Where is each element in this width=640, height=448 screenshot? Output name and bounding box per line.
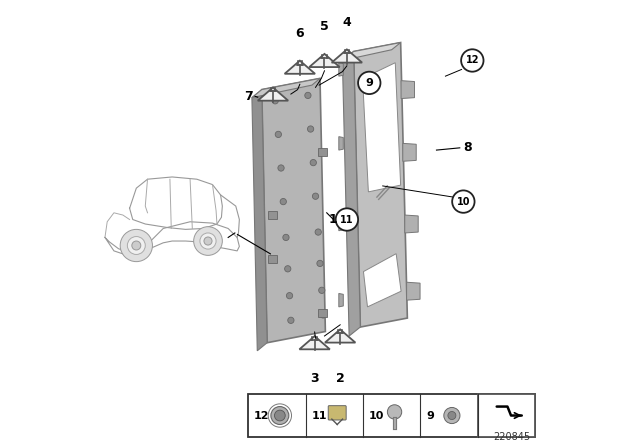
Circle shape [275,131,282,138]
Circle shape [310,159,316,166]
Circle shape [305,92,311,99]
Polygon shape [300,336,330,349]
Polygon shape [403,143,416,161]
Circle shape [120,229,152,262]
Circle shape [283,234,289,241]
Polygon shape [309,54,340,67]
Bar [477,394,535,437]
Circle shape [275,410,285,421]
Circle shape [315,229,321,235]
Polygon shape [401,81,415,99]
Circle shape [319,287,325,293]
Text: 220845: 220845 [493,432,531,442]
FancyBboxPatch shape [269,211,278,219]
Circle shape [461,49,484,72]
FancyBboxPatch shape [317,148,327,156]
Polygon shape [339,63,343,76]
Polygon shape [339,217,343,231]
Polygon shape [252,90,267,351]
Circle shape [320,312,326,318]
Text: 7: 7 [244,90,253,103]
Text: 11: 11 [312,410,327,421]
Polygon shape [258,87,288,101]
Circle shape [387,405,402,419]
Polygon shape [325,329,355,343]
Circle shape [287,293,292,299]
Text: 3: 3 [310,372,319,385]
Circle shape [278,165,284,171]
Circle shape [307,126,314,132]
Polygon shape [362,63,401,192]
Text: 10: 10 [456,197,470,207]
Text: 8: 8 [463,141,472,155]
Text: 9: 9 [365,78,373,88]
Text: 4: 4 [342,16,351,29]
FancyBboxPatch shape [317,309,327,317]
Circle shape [132,241,141,250]
Polygon shape [252,78,320,98]
Polygon shape [339,137,343,150]
Polygon shape [353,43,407,327]
Text: 2: 2 [336,372,344,385]
FancyBboxPatch shape [269,255,278,263]
Circle shape [204,237,212,245]
Text: 12: 12 [254,410,269,421]
FancyBboxPatch shape [328,406,346,420]
Polygon shape [285,60,315,74]
Circle shape [285,266,291,272]
Polygon shape [364,254,401,307]
Bar [248,394,535,437]
Circle shape [272,98,278,104]
Polygon shape [342,43,401,60]
Circle shape [336,208,358,231]
Polygon shape [406,282,420,300]
Polygon shape [332,49,362,63]
Circle shape [444,408,460,424]
Circle shape [317,260,323,267]
Text: 9: 9 [426,410,434,421]
Polygon shape [339,293,343,307]
Circle shape [194,227,222,255]
Text: 5: 5 [320,20,329,34]
Text: 12: 12 [465,56,479,65]
Text: 10: 10 [369,410,384,421]
Circle shape [452,190,474,213]
Polygon shape [404,215,418,233]
Polygon shape [342,52,360,336]
Text: 11: 11 [340,215,354,224]
Polygon shape [262,78,325,343]
Circle shape [358,72,380,94]
Circle shape [200,233,216,249]
Circle shape [127,237,145,254]
Circle shape [448,411,456,419]
Text: 6: 6 [296,27,304,40]
Text: 1: 1 [328,213,337,226]
Circle shape [271,407,289,425]
Circle shape [280,198,287,205]
Circle shape [312,193,319,199]
Circle shape [288,317,294,323]
